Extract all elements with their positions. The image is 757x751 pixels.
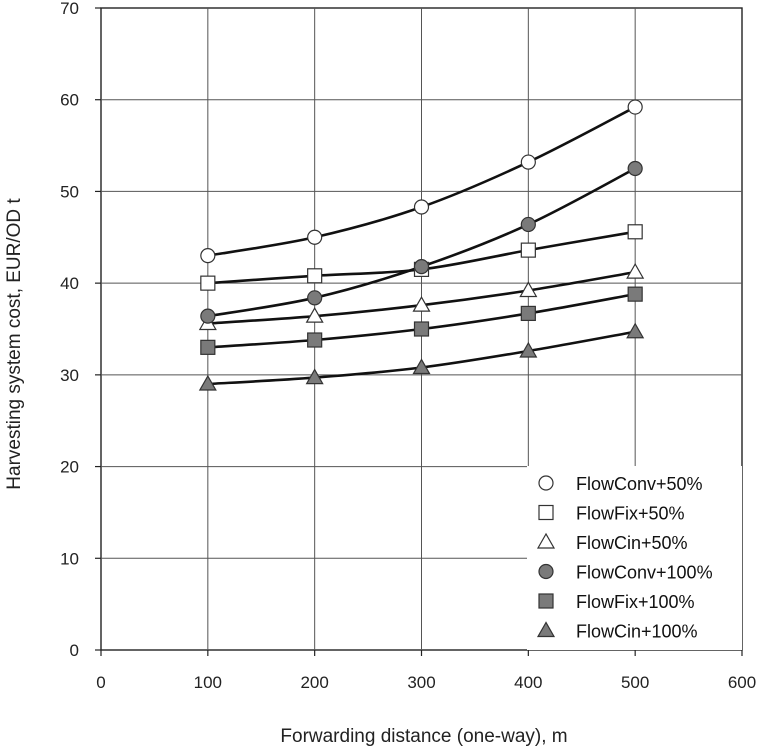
x-tick-label: 600 xyxy=(728,673,756,692)
y-tick-label: 30 xyxy=(60,366,79,385)
legend-marker xyxy=(536,532,556,549)
data-point xyxy=(307,290,323,306)
data-point xyxy=(412,295,431,312)
data-point xyxy=(413,321,430,337)
data-point xyxy=(307,229,323,245)
legend: FlowConv+50% FlowFix+50% FlowCin+50% FlowCo… xyxy=(527,466,742,650)
x-tick-label: 100 xyxy=(194,673,222,692)
data-point xyxy=(200,339,216,355)
legend-marker xyxy=(538,593,554,609)
legend-label: FlowFix+100% xyxy=(576,592,695,612)
legend-marker xyxy=(536,621,556,638)
data-point xyxy=(626,262,645,279)
legend-box xyxy=(527,466,742,650)
data-point xyxy=(198,374,217,391)
legend-label: FlowCin+100% xyxy=(576,622,698,642)
legend-label: FlowConv+50% xyxy=(576,474,703,494)
y-tick-label: 20 xyxy=(60,458,79,477)
x-axis-ticks: 0 100 200 300 400 500 600 xyxy=(96,650,756,692)
data-point xyxy=(200,275,216,291)
data-point xyxy=(520,305,536,322)
data-point xyxy=(520,154,536,170)
legend-marker xyxy=(538,504,554,521)
x-tick-label: 300 xyxy=(407,673,435,692)
data-point xyxy=(413,199,430,215)
x-tick-label: 200 xyxy=(300,673,328,692)
data-point xyxy=(520,242,536,258)
data-point xyxy=(519,341,538,358)
data-point xyxy=(305,368,324,385)
data-point xyxy=(305,306,324,323)
y-axis-ticks: 0 10 20 30 40 50 60 70 xyxy=(60,0,101,660)
data-point xyxy=(627,99,643,115)
x-axis-label: Forwarding distance (one-way), m xyxy=(280,726,567,747)
y-tick-label: 0 xyxy=(70,641,79,660)
legend-marker xyxy=(538,563,554,580)
y-tick-label: 10 xyxy=(60,549,79,568)
data-point xyxy=(627,160,643,177)
data-point xyxy=(307,268,323,284)
data-point xyxy=(200,248,216,264)
data-point xyxy=(626,322,645,339)
legend-label: FlowCin+50% xyxy=(576,533,688,553)
y-tick-label: 40 xyxy=(60,274,79,293)
y-tick-label: 50 xyxy=(60,182,79,201)
y-tick-label: 60 xyxy=(60,91,79,110)
x-tick-label: 0 xyxy=(96,673,105,692)
y-tick-label: 70 xyxy=(60,0,79,18)
legend-marker xyxy=(538,475,554,491)
data-point xyxy=(520,216,536,233)
data-point xyxy=(307,332,323,348)
data-point xyxy=(413,259,430,275)
legend-label: FlowConv+100% xyxy=(576,563,713,583)
data-point xyxy=(412,358,431,375)
data-point xyxy=(627,224,643,240)
data-point xyxy=(200,308,216,324)
legend-label: FlowFix+50% xyxy=(576,504,685,524)
x-tick-label: 400 xyxy=(514,673,542,692)
data-point xyxy=(627,286,643,302)
series-markers xyxy=(198,99,645,391)
x-tick-label: 500 xyxy=(621,673,649,692)
data-point xyxy=(519,281,538,298)
y-axis-label: Harvesting system cost, EUR/OD t xyxy=(4,198,25,490)
